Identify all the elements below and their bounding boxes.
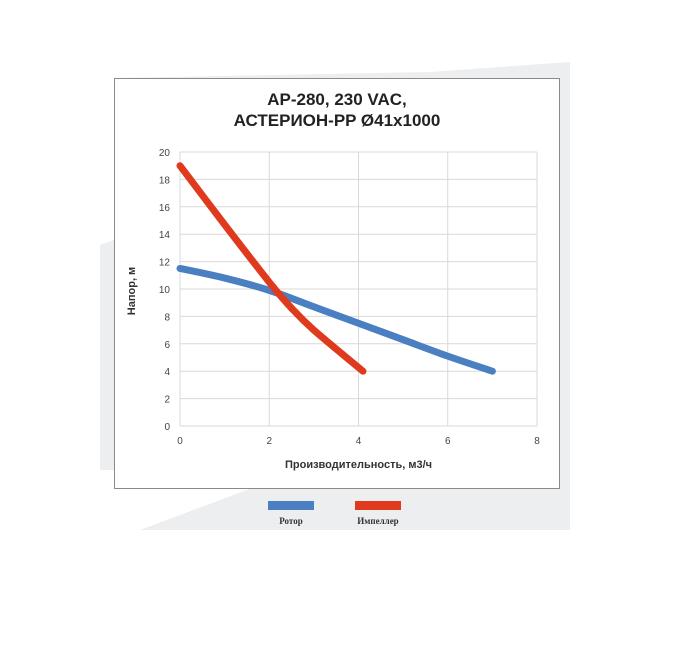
legend-swatch-rotor <box>268 501 314 510</box>
y-tick-label: 4 <box>164 367 170 378</box>
series-line-rotor <box>176 264 496 375</box>
y-tick-label: 18 <box>159 175 171 186</box>
y-tick-label: 10 <box>159 285 171 296</box>
legend-label-impeller: Импеллер <box>357 516 398 526</box>
y-tick-label: 0 <box>164 422 170 433</box>
y-tick-label: 6 <box>164 340 170 351</box>
chart-title-line-1: AP-280, 230 VAC, <box>267 90 407 109</box>
x-tick-label: 0 <box>177 436 183 447</box>
y-axis-label: Напор, м <box>126 267 138 315</box>
y-tick-label: 14 <box>159 230 171 241</box>
x-tick-label: 4 <box>356 436 362 447</box>
y-tick-label: 12 <box>159 258 171 269</box>
y-tick-label: 2 <box>164 395 170 406</box>
x-tick-label: 8 <box>534 436 540 447</box>
x-tick-label: 6 <box>445 436 451 447</box>
legend-swatch-impeller <box>355 501 401 510</box>
chart-frame <box>114 78 560 489</box>
y-tick-label: 8 <box>164 312 170 323</box>
x-axis-label: Производительность, м3/ч <box>285 459 432 471</box>
y-tick-label: 16 <box>159 203 171 214</box>
y-tick-label: 20 <box>159 148 171 159</box>
legend-label-rotor: Ротор <box>279 516 302 526</box>
x-tick-label: 2 <box>266 436 272 447</box>
series-line-impeller <box>176 162 367 375</box>
chart-title-line-2: АСТЕРИОН-PP Ø41x1000 <box>233 111 441 130</box>
